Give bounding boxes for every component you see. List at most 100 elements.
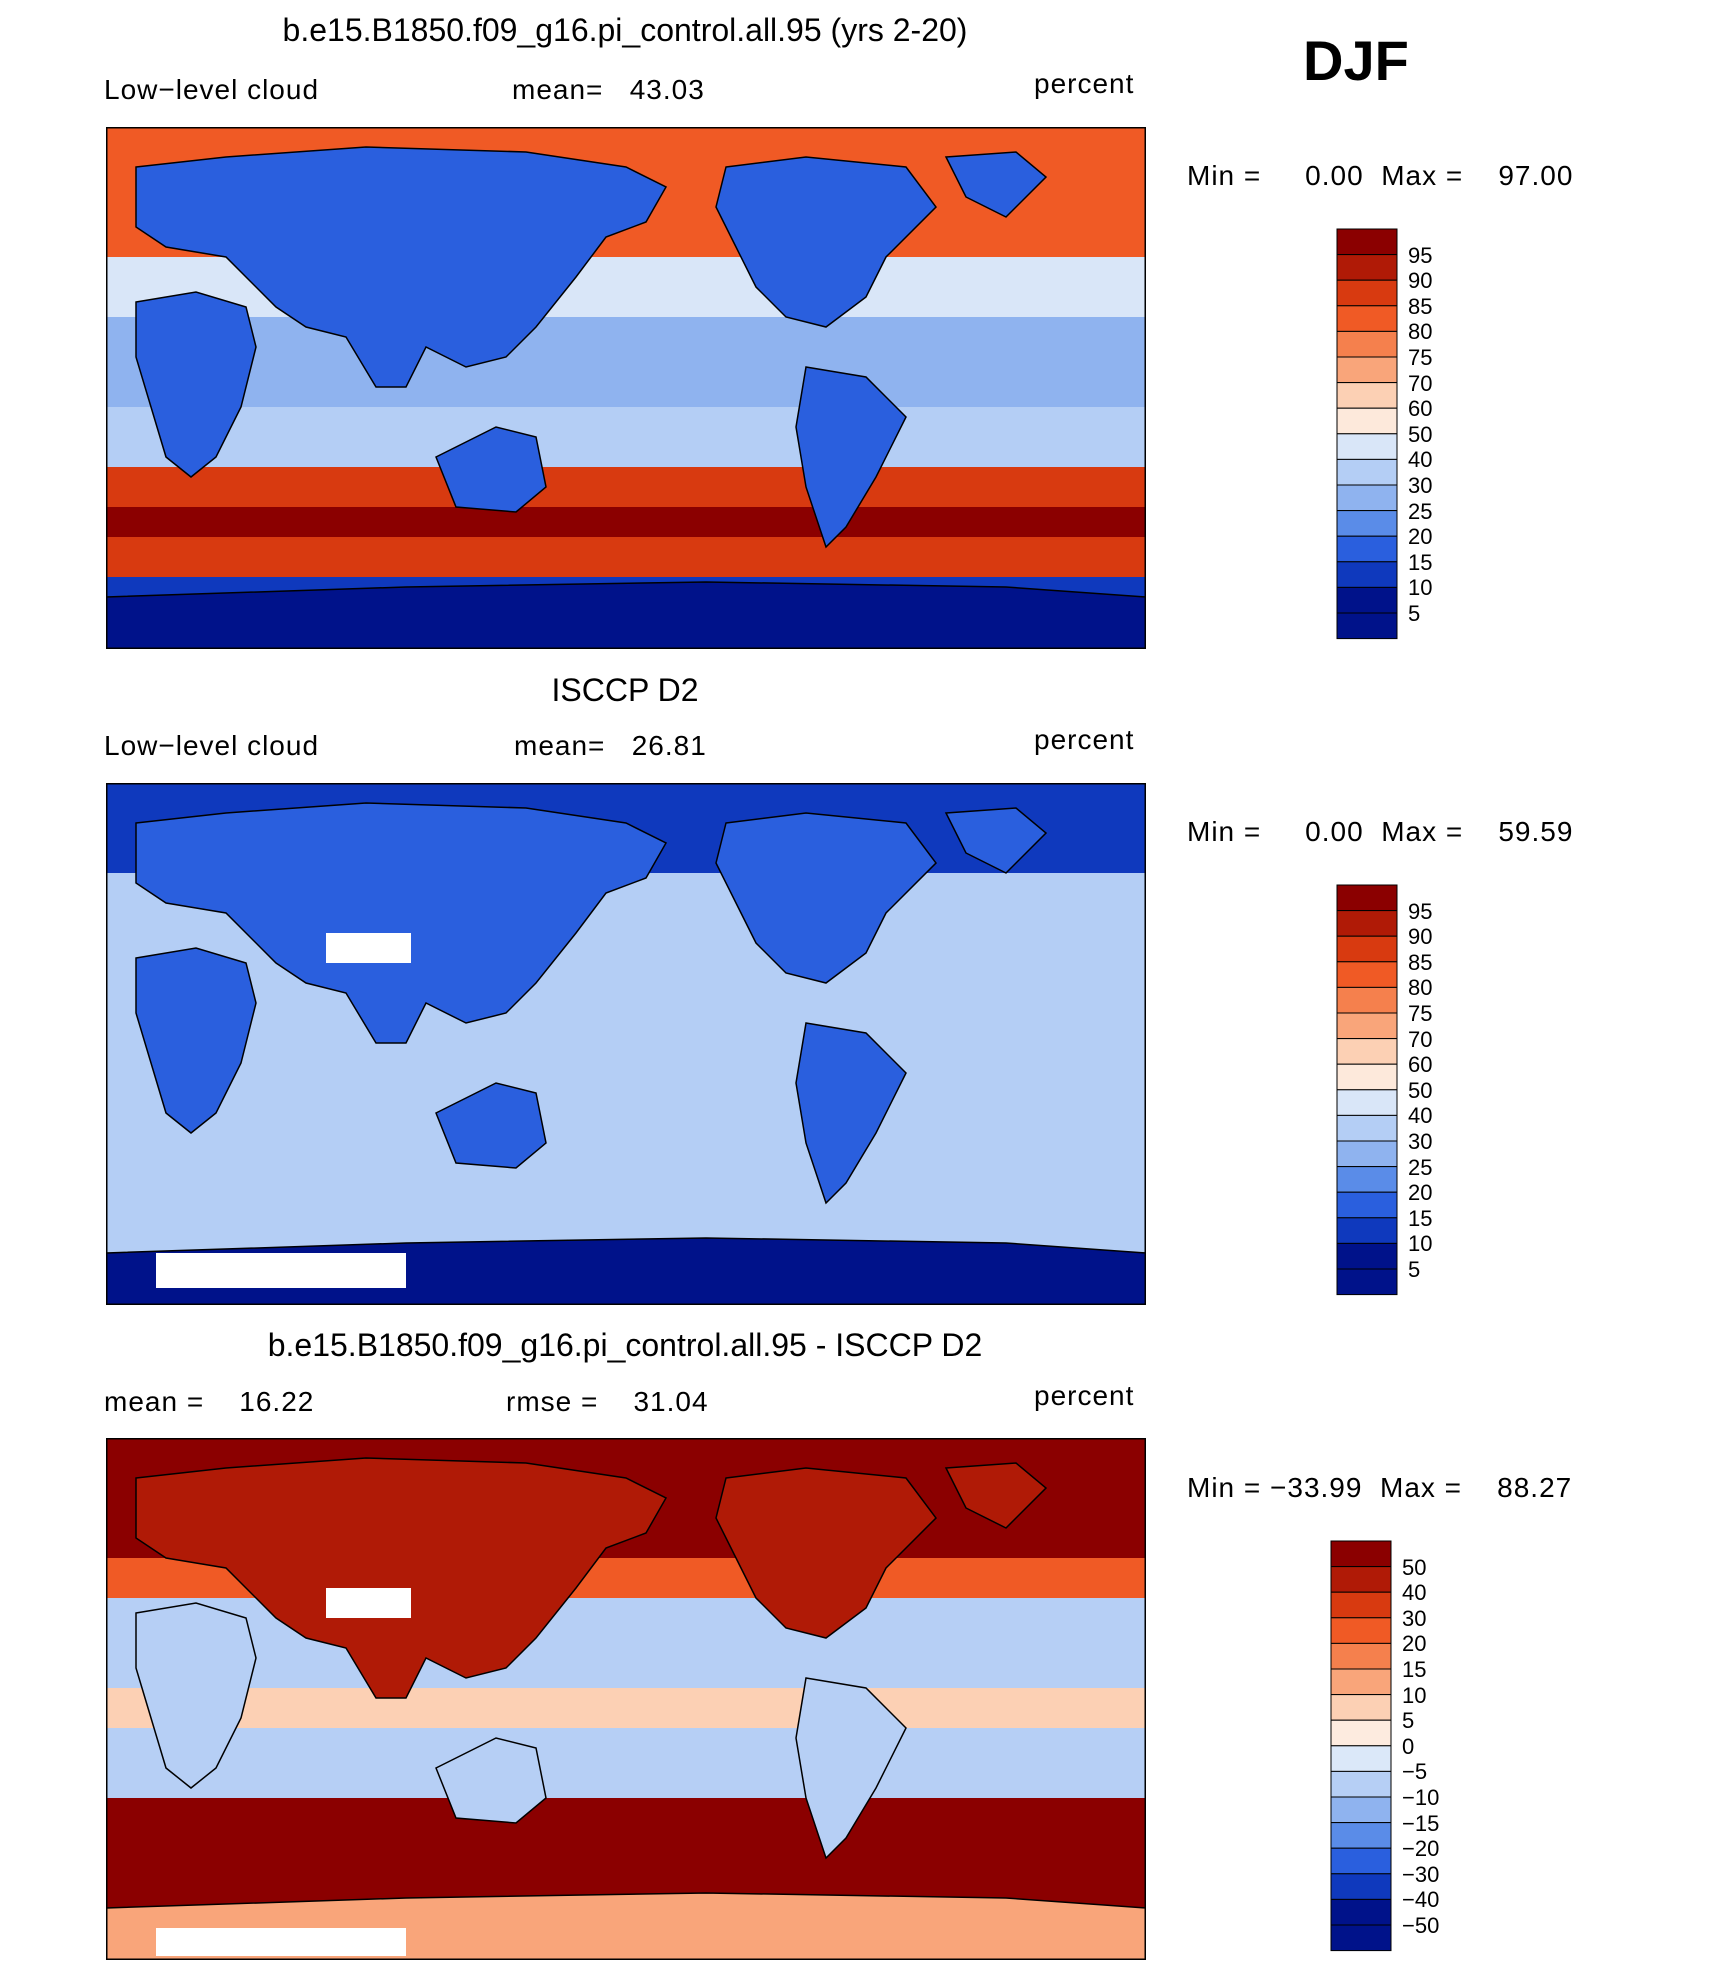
missing-data (326, 1588, 411, 1618)
min-max-label: Min = 0.00 Max = 59.59 (1187, 816, 1574, 847)
colorbar-tick-label: 50 (1408, 421, 1433, 447)
continent (795, 1677, 907, 1860)
colorbar-swatches (1336, 228, 1398, 640)
units-label: percent (1034, 724, 1135, 755)
variable-label: Low−level cloud (104, 74, 320, 105)
continent (106, 581, 1146, 649)
colorbar-swatch (1336, 1268, 1398, 1296)
colorbar-tick-label: 25 (1408, 1154, 1433, 1180)
colorbar-tick-label: 5 (1402, 1708, 1415, 1734)
colorbar-swatch (1336, 458, 1398, 486)
colorbar-swatch (1336, 382, 1398, 409)
colorbar-tick-label: 50 (1402, 1554, 1427, 1580)
continent (135, 146, 668, 388)
map-frame (106, 783, 1146, 1305)
colorbar-swatch (1336, 586, 1398, 614)
colorbar-tick-label: 20 (1402, 1631, 1427, 1657)
colorbar-tick-label: 10 (1408, 575, 1433, 601)
colorbar-swatch (1336, 561, 1398, 588)
colorbar-swatch (1330, 1719, 1392, 1747)
colorbar-tick-label: 20 (1408, 1180, 1433, 1206)
colorbar-tick-label: 75 (1408, 1001, 1433, 1026)
colorbar-tick-label: −10 (1402, 1785, 1440, 1810)
colorbar-swatch (1336, 1166, 1398, 1193)
colorbar-swatch (1336, 910, 1398, 937)
panel-title: b.e15.B1850.f09_g16.pi_control.all.95 - … (267, 1327, 983, 1363)
continent (135, 802, 668, 1044)
colorbar-tick-label: 25 (1408, 498, 1433, 524)
mean-label: mean= 43.03 (512, 74, 705, 105)
colorbar-tick-label: −15 (1402, 1810, 1440, 1836)
continent (135, 1457, 668, 1699)
colorbar-swatches (1336, 884, 1398, 1296)
colorbar-tick-label: 70 (1408, 370, 1433, 396)
colorbar-tick-label: 85 (1408, 949, 1433, 975)
colorbar-swatch (1336, 1038, 1398, 1065)
colorbar-swatch (1336, 254, 1398, 281)
colorbar-swatch (1336, 510, 1398, 537)
variable-label: Low−level cloud (104, 730, 320, 761)
colorbar-tick-label: 10 (1402, 1682, 1427, 1708)
continent (944, 151, 1048, 218)
colorbar-swatch (1336, 612, 1398, 640)
colorbar-tick-label: 80 (1408, 319, 1433, 345)
missing-data (326, 933, 411, 963)
continent (944, 1462, 1048, 1529)
colorbar-swatch (1330, 1796, 1392, 1824)
colorbar-swatch (1336, 1089, 1398, 1116)
colorbar-swatch (1330, 1668, 1392, 1696)
continent (795, 366, 907, 549)
colorbar-tick-label: −30 (1402, 1861, 1440, 1887)
colorbar-tick-label: 5 (1408, 601, 1421, 626)
mean-label: mean = 16.22 (104, 1386, 315, 1417)
colorbar-tick-label: 70 (1408, 1026, 1433, 1052)
continent (435, 1737, 547, 1824)
colorbar-tick-label: 60 (1408, 396, 1433, 422)
colorbar-tick-label: 30 (1408, 1129, 1433, 1154)
colorbar-tick-label: 60 (1408, 1052, 1433, 1078)
colorbar-swatch (1330, 1847, 1392, 1875)
colorbar-swatch (1336, 1140, 1398, 1168)
continent (715, 1467, 937, 1639)
colorbar-tick-label: 15 (1408, 1205, 1433, 1231)
colorbar-tick-label: 20 (1408, 524, 1433, 550)
colorbar-tick-label: 50 (1408, 1077, 1433, 1103)
colorbar-swatch (1336, 884, 1398, 912)
colorbar-swatch (1330, 1566, 1392, 1593)
colorbar-tick-label: 95 (1408, 898, 1433, 924)
continent (135, 1602, 257, 1789)
colorbar-swatch (1336, 484, 1398, 512)
continent (795, 1022, 907, 1205)
colorbar-swatch (1336, 1012, 1398, 1040)
panel-title: ISCCP D2 (551, 672, 699, 708)
colorbar-tick-label: 15 (1402, 1657, 1427, 1682)
colorbar-tick-label: 80 (1408, 975, 1433, 1001)
colorbar-tick-label: 40 (1402, 1580, 1427, 1606)
min-max-label: Min = −33.99 Max = 88.27 (1187, 1472, 1573, 1503)
colorbar-swatch (1336, 305, 1398, 332)
min-max-label: Min = 0.00 Max = 97.00 (1187, 160, 1574, 191)
panel-title: b.e15.B1850.f09_g16.pi_control.all.95 (y… (282, 12, 968, 48)
colorbar-swatch (1336, 1114, 1398, 1142)
season-label: DJF (1303, 29, 1409, 92)
colorbar-swatches (1330, 1540, 1392, 1952)
colorbar-swatch (1330, 1642, 1392, 1670)
colorbar-tick-label: 90 (1408, 268, 1433, 294)
map-model (106, 127, 1146, 649)
continent (715, 156, 937, 328)
colorbar-tick-label: −40 (1402, 1887, 1440, 1913)
colorbar-swatch (1330, 1745, 1392, 1772)
continent (135, 291, 257, 478)
colorbar-swatch (1336, 535, 1398, 563)
continent (135, 947, 257, 1134)
colorbar-swatch (1330, 1540, 1392, 1568)
colorbar-swatch (1336, 228, 1398, 256)
colorbar-swatch (1330, 1898, 1392, 1926)
continent (944, 807, 1048, 874)
colorbar-tick-label: 30 (1402, 1605, 1427, 1631)
missing-data (156, 1928, 406, 1956)
colorbar-swatch (1336, 961, 1398, 988)
colorbar-tick-label: 90 (1408, 924, 1433, 950)
colorbar-tick-label: 30 (1408, 473, 1433, 498)
colorbar-tick-label: 85 (1408, 293, 1433, 319)
